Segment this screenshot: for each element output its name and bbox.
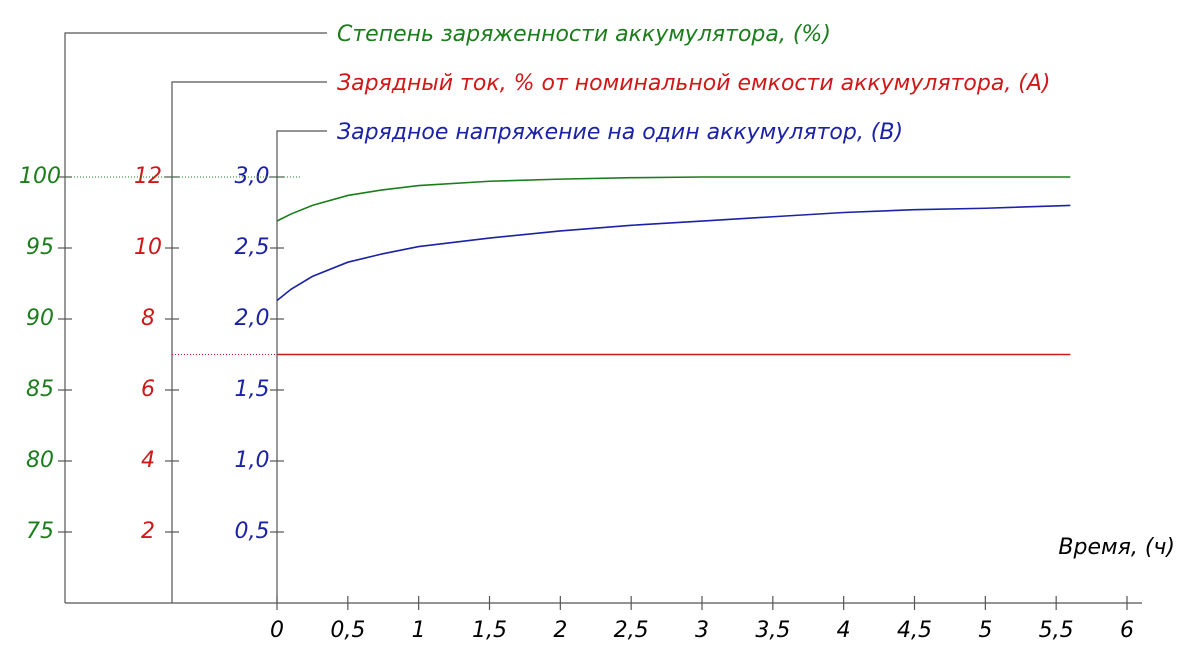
legend-label: Зарядный ток, % от номинальной емкости а… [337, 71, 1051, 96]
x-tick-label: 5,5 [1039, 618, 1074, 643]
x-tick-label: 0 [270, 618, 284, 643]
y-tick-label: 80 [26, 448, 54, 473]
y-tick-label: 6 [141, 377, 155, 402]
x-tick-label: 2,5 [614, 618, 649, 643]
x-tick-label: 4 [837, 618, 851, 643]
x-tick-label: 3,5 [755, 618, 790, 643]
legend-label: Степень заряженности аккумулятора, (%) [337, 22, 831, 47]
x-tick-label: 2 [553, 618, 567, 643]
y-tick-label: 2,5 [235, 235, 270, 260]
y-tick-label: 75 [26, 519, 54, 544]
y-tick-label: 2 [141, 519, 155, 544]
legend-label: Зарядное напряжение на один аккумулятор,… [337, 120, 903, 145]
x-tick-label: 6 [1120, 618, 1134, 643]
y-tick-label: 1,5 [235, 377, 270, 402]
y-tick-label: 4 [141, 448, 155, 473]
series-line [276, 176, 1071, 222]
y-tick-label: 0,5 [235, 519, 270, 544]
x-tick-label: 1 [412, 618, 426, 643]
y-tick-label: 12 [134, 164, 162, 189]
x-tick-label: 0,5 [330, 618, 365, 643]
x-tick-label: 4,5 [897, 618, 932, 643]
x-tick-label: 3 [695, 618, 709, 643]
x-tick-label: 5 [978, 618, 992, 643]
y-tick-label: 95 [26, 235, 54, 260]
y-axis [276, 130, 327, 603]
y-tick-label: 2,0 [235, 306, 270, 331]
y-axis [171, 81, 327, 603]
y-tick-label: 90 [26, 306, 54, 331]
y-tick-label: 100 [19, 164, 61, 189]
y-tick-label: 1,0 [235, 448, 270, 473]
series-line [276, 204, 1071, 302]
y-tick-label: 85 [26, 377, 54, 402]
y-axis [64, 32, 327, 603]
y-tick-label: 10 [134, 235, 162, 260]
y-tick-label: 8 [141, 306, 155, 331]
x-axis-label: Время, (ч) [1058, 535, 1175, 560]
x-tick-label: 1,5 [472, 618, 507, 643]
